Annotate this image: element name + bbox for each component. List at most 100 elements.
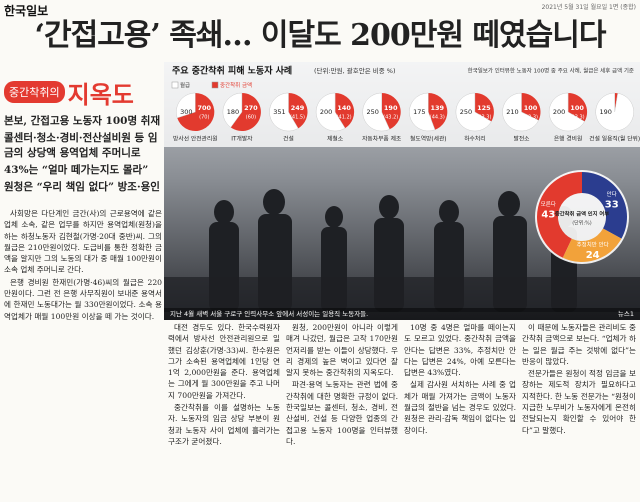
text-column: 사회망은 다단계인 금간(사)의 근로용역에 같은 업체 소속, 같은 업무를 … bbox=[4, 208, 162, 500]
slice-value: 24 bbox=[586, 250, 600, 261]
value-label: 270 bbox=[244, 104, 258, 112]
subhead: 콜센터·청소·경비·전산설비원 등 임금의 상당액 용역업체 주머니로 bbox=[4, 132, 158, 159]
share-label: (41.2) bbox=[337, 115, 352, 121]
chart-title: 주요 중간착취 피해 노동자 사례 bbox=[172, 65, 292, 77]
donut-slice bbox=[537, 172, 582, 258]
text-column: 원청, 200만원이 아니라 이렇게 매겨 나갔던, 월급은 고작 170만원 … bbox=[286, 322, 398, 500]
slice-category: 모른다 bbox=[541, 200, 556, 208]
value-label: 100 bbox=[524, 104, 538, 112]
share-label: (2.6) bbox=[618, 115, 630, 121]
value-label: 250 bbox=[460, 108, 472, 116]
paragraph: 파견·용역 노동자는 관련 법에 중간착취에 대한 명확한 규정이 없다. 한국… bbox=[286, 380, 398, 446]
donut-slice bbox=[562, 228, 622, 262]
pie-slice bbox=[362, 92, 390, 132]
share-label: (43.2) bbox=[383, 115, 398, 121]
pie-slice bbox=[502, 92, 539, 132]
slice-value: 33 bbox=[605, 199, 619, 210]
value-label: 190 bbox=[384, 104, 398, 112]
value-label: 351 bbox=[273, 108, 285, 116]
donut-title: 중간착취 금액 인지 여부 bbox=[555, 210, 609, 218]
slice-category: 안다 bbox=[607, 190, 617, 198]
value-label: 210 bbox=[506, 108, 518, 116]
paragraph: 10명 중 4명은 얼마를 떼이는지도 모르고 있었다. 중간착취 금액을 안다… bbox=[404, 323, 516, 378]
donut-slice bbox=[582, 172, 627, 239]
category-label: 은행 경비원 bbox=[554, 135, 583, 143]
value-label: 125 bbox=[477, 104, 491, 112]
pie-slice bbox=[176, 92, 196, 119]
chart-note: 한국일보가 인터뷰한 노동자 100명 중 주요 사례, 월급은 세후 금액 기… bbox=[468, 67, 634, 75]
slice-value: 43 bbox=[541, 209, 555, 220]
pie-slice bbox=[568, 93, 588, 122]
legend-swatch bbox=[171, 81, 179, 89]
text-column: 이 때문에 노동자들은 관리비도 중간착취 금액으로 보는다. “업체가 하는 … bbox=[522, 322, 636, 500]
pie-slice bbox=[269, 92, 299, 132]
masthead: 한국일보 2021년 5월 31일 월요일 1면 (종합) ‘간접고용’ 족쇄…… bbox=[0, 0, 640, 53]
date: 2021년 5월 31일 월요일 1면 (종합) bbox=[541, 4, 636, 11]
value-label: 5 bbox=[621, 104, 626, 112]
category-label: 건설 bbox=[283, 135, 294, 143]
caption-bar bbox=[164, 308, 640, 320]
pie-slice bbox=[474, 93, 494, 122]
value-label: 175 bbox=[413, 108, 425, 116]
value-label: 249 bbox=[291, 104, 305, 112]
category-label: 제철소 bbox=[327, 135, 344, 143]
share-label: (33.3) bbox=[570, 115, 585, 121]
value-label: 100 bbox=[570, 104, 584, 112]
paragraph: 전문가들은 원청이 적정 임금을 보장하는 제도적 장치가 필요하다고 지적한다… bbox=[522, 369, 636, 435]
share-label: (33.3) bbox=[476, 115, 491, 121]
slice-category: 추정치만 안다 bbox=[577, 240, 609, 248]
legend-label: 월급 bbox=[180, 81, 190, 89]
share-label: (32.3) bbox=[523, 115, 538, 121]
value-label: 250 bbox=[366, 108, 378, 116]
series-prefix: 중간착취의 bbox=[4, 81, 65, 103]
pie-slice bbox=[288, 93, 308, 129]
paragraph: 대전 경두도 있다. 한국수력원자력에서 방사선 안전관리원으로 일했던 김상훈… bbox=[168, 323, 280, 400]
infographic: 지난 4월 새벽 서울 구로구 인력사무소 앞에서 서성이는 일용직 노동자들.… bbox=[164, 62, 640, 320]
subheads: 본보, 간접고용 노동자 100명 취재 콜센터·청소·경비·전산설비원 등 임금… bbox=[4, 114, 162, 197]
pie-slice bbox=[409, 92, 436, 132]
series-label: 중간착취의 지옥도 bbox=[4, 80, 134, 109]
pie-slice bbox=[595, 92, 634, 132]
pie-slice bbox=[222, 92, 243, 128]
paragraph: 이 때문에 노동자들은 관리비도 중간착취 금액으로 보는다. “업체가 하는 … bbox=[522, 323, 636, 366]
value-label: 190 bbox=[599, 108, 611, 116]
share-label: (70) bbox=[199, 115, 209, 121]
pie-slice bbox=[455, 92, 492, 132]
logo: 한국일보 bbox=[4, 4, 49, 18]
value-label: 300 bbox=[180, 108, 192, 116]
value-label: 140 bbox=[337, 104, 351, 112]
chart-subtitle: (단위:만원, 괄호안은 비중 %) bbox=[314, 66, 396, 75]
headline: ‘간접고용’ 족쇄… 이달도 200만원 떼였습니다 bbox=[34, 18, 607, 53]
share-label: (60) bbox=[246, 115, 256, 121]
text-column: 대전 경두도 있다. 한국수력원자력에서 방사선 안전관리원으로 일했던 김상훈… bbox=[168, 322, 280, 500]
pie-slice bbox=[177, 93, 215, 131]
share-label: (44.3) bbox=[430, 115, 445, 121]
photo-caption: 지난 4월 새벽 서울 구로구 인력사무소 앞에서 서성이는 일용직 노동자들. bbox=[170, 309, 368, 318]
category-label: 건설 일용직(월 단위) bbox=[589, 135, 640, 143]
share-label: (41.5) bbox=[290, 115, 305, 121]
pie-slice bbox=[521, 93, 541, 121]
series-title: 지옥도 bbox=[67, 79, 134, 109]
pie-slice bbox=[381, 93, 401, 130]
text-column: 10명 중 4명은 얼마를 떼이는지도 모르고 있었다. 중간착취 금액을 안다… bbox=[404, 322, 516, 500]
value-label: 200 bbox=[553, 108, 565, 116]
category-label: 자동차부품 제조 bbox=[362, 135, 402, 143]
paragraph: 은행 경비원 한재민(가명·46)씨의 월급은 220만원이다. 그런 전 은행… bbox=[4, 277, 162, 321]
category-label: IT개발자 bbox=[231, 135, 253, 143]
paragraph: 중간착취를 이를 설명하는 노동자. 노동자의 임금 상당 부분이 원청과 노동… bbox=[168, 403, 280, 446]
paragraph: 사회망은 다단계인 금간(사)의 근로용역에 같은 업체 소속, 같은 업무를 … bbox=[4, 209, 162, 275]
legend-label: 중간착취 금액 bbox=[220, 81, 252, 89]
value-label: 180 bbox=[227, 108, 239, 116]
category-label: 방사선 안전관리원 bbox=[173, 135, 218, 143]
paragraph: 원청, 200만원이 아니라 이렇게 매겨 나갔던, 월급은 고작 170만원 … bbox=[286, 323, 398, 378]
category-label: 철도역망(세관) bbox=[410, 135, 447, 143]
category-label: 하수처리 bbox=[464, 135, 485, 143]
value-label: 200 bbox=[320, 108, 332, 116]
subhead: 원청은 “우리 책임 없다” 방조·용인 bbox=[4, 181, 160, 193]
donut-subtitle: (단위:%) bbox=[572, 220, 592, 227]
pie-slice bbox=[428, 93, 448, 130]
category-label: 발전소 bbox=[514, 135, 531, 143]
subhead: 43%는 “얼마 떼가는지도 몰라” bbox=[4, 164, 149, 176]
pie-slice bbox=[315, 92, 346, 132]
